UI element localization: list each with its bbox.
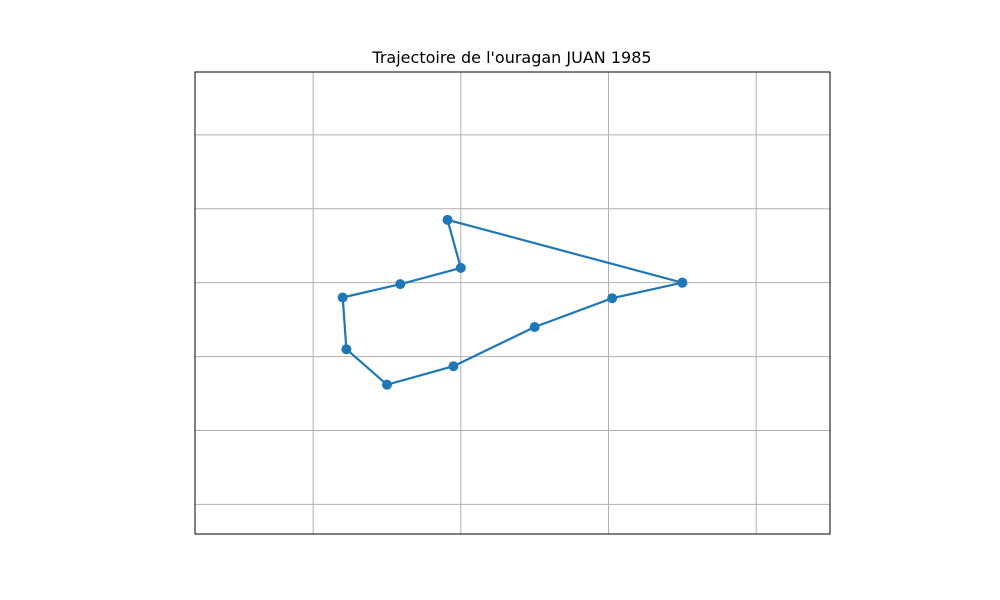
track-point-4 [381, 379, 392, 390]
grid [195, 72, 830, 534]
track-point-2 [529, 322, 540, 333]
series-layer [337, 214, 688, 390]
track-point-10 [677, 277, 688, 288]
track-point-5 [341, 344, 352, 355]
track-point-7 [395, 279, 406, 290]
track-point-6 [337, 292, 348, 303]
chart-title: Trajectoire de l'ouragan JUAN 1985 [371, 48, 651, 67]
track-point-9 [442, 214, 453, 225]
track-point-8 [455, 262, 466, 273]
track-point-3 [448, 361, 459, 372]
track-line-0 [341, 218, 684, 386]
track-point-1 [607, 293, 618, 304]
plot-area-frame [194, 71, 831, 535]
